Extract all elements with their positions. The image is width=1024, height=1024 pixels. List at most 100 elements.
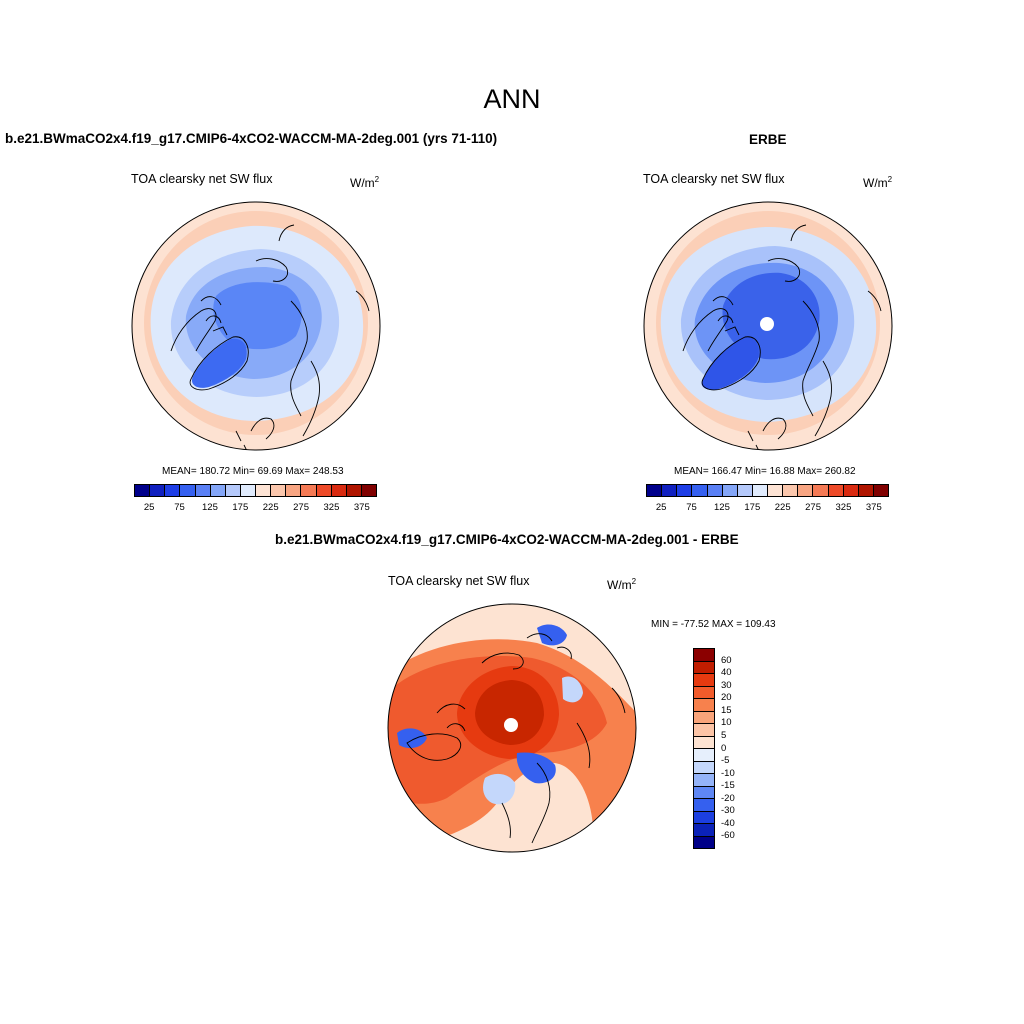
diff-colorbar-tick-label: 0	[721, 742, 727, 754]
diff-colorbar-tick-label: -20	[721, 792, 735, 804]
model-colorbar-cell	[240, 485, 256, 496]
diff-colorbar	[693, 648, 715, 849]
diff-coastlines	[406, 633, 626, 844]
model-units-label: W/m2	[350, 175, 380, 190]
diff-colorbar-tick-label: -30	[721, 805, 735, 817]
diff-stats: MIN = -77.52 MAX = 109.43	[651, 619, 776, 630]
diff-colorbar-cell	[694, 824, 714, 837]
model-map-core	[213, 282, 302, 350]
model-colorbar-tick-label: 125	[202, 502, 218, 513]
obs-map-polar-gap	[760, 317, 774, 331]
diff-colorbar-cell	[694, 649, 714, 662]
model-panel-title: b.e21.BWmaCO2x4.f19_g17.CMIP6-4xCO2-WACC…	[5, 131, 498, 146]
obs-map-border	[643, 201, 893, 451]
model-colorbar-tick-label: 25	[143, 502, 155, 513]
obs-stats: MEAN= 166.47 Min= 16.88 Max= 260.82	[674, 466, 856, 477]
model-colorbar-cell	[135, 485, 151, 496]
diff-map-border	[387, 603, 637, 853]
model-colorbar-cell	[180, 485, 196, 496]
diff-units-label: W/m2	[607, 577, 637, 592]
obs-colorbar-cell	[707, 485, 723, 496]
diff-polar-map	[387, 603, 637, 853]
diff-colorbar-tick-label: 30	[721, 679, 732, 691]
diff-map-lightblue-patch-east	[562, 676, 583, 703]
diff-colorbar-tick-label: 10	[721, 717, 732, 729]
obs-colorbar-cell	[798, 485, 814, 496]
obs-colorbar-cell	[722, 485, 738, 496]
model-colorbar-cell	[210, 485, 226, 496]
obs-coastlines	[682, 224, 882, 450]
model-colorbar-tick-label: 175	[232, 502, 249, 513]
obs-colorbar-cell	[858, 485, 874, 496]
diff-colorbar-tick-label: 60	[721, 654, 732, 666]
model-colorbar-cell	[195, 485, 211, 496]
model-polar-map	[131, 201, 381, 451]
obs-colorbar-cell	[737, 485, 753, 496]
model-colorbar	[134, 484, 377, 497]
model-colorbar-cell	[256, 485, 272, 496]
diff-map-lightblue-patch	[483, 773, 516, 805]
model-colorbar-cell	[361, 485, 376, 496]
diff-variable-label: TOA clearsky net SW flux	[388, 574, 530, 588]
diff-colorbar-cell	[694, 761, 714, 774]
model-colorbar-cell	[331, 485, 347, 496]
model-coastlines	[170, 224, 370, 450]
obs-colorbar-ticks: 25 75 125 175 225 275 325 375	[646, 502, 889, 514]
diff-colorbar-tick-label: 40	[721, 667, 732, 679]
model-colorbar-cell	[301, 485, 317, 496]
diff-colorbar-cell	[694, 686, 714, 699]
obs-colorbar-cell	[662, 485, 678, 496]
model-stats: MEAN= 180.72 Min= 69.69 Max= 248.53	[162, 466, 344, 477]
diff-colorbar-cell	[694, 699, 714, 712]
diff-colorbar-tick-label: 15	[721, 704, 732, 716]
model-colorbar-cell	[225, 485, 241, 496]
model-colorbar-cell	[316, 485, 332, 496]
obs-units-label: W/m2	[863, 175, 893, 190]
diff-colorbar-cell	[694, 786, 714, 799]
diff-colorbar-cell	[694, 749, 714, 762]
model-colorbar-tick-label: 275	[293, 502, 309, 513]
obs-colorbar-cell	[783, 485, 799, 496]
obs-variable-label: TOA clearsky net SW flux	[643, 172, 785, 186]
obs-colorbar-cell	[843, 485, 859, 496]
obs-colorbar-cell	[647, 485, 663, 496]
diff-colorbar-cell	[694, 674, 714, 687]
obs-colorbar-cell	[677, 485, 693, 496]
diff-panel-title: b.e21.BWmaCO2x4.f19_g17.CMIP6-4xCO2-WACC…	[275, 532, 739, 547]
obs-colorbar-tick-label: 375	[865, 502, 882, 513]
model-variable-label: TOA clearsky net SW flux	[131, 172, 273, 186]
model-colorbar-tick-label: 75	[174, 502, 185, 513]
diff-colorbar-cell	[694, 799, 714, 812]
obs-colorbar	[646, 484, 889, 497]
diff-colorbar-tick-label: -15	[721, 780, 735, 792]
obs-colorbar-cell	[828, 485, 844, 496]
diff-map-core	[475, 680, 544, 745]
diff-colorbar-cell	[694, 836, 714, 848]
diff-map-blue-patch-west	[397, 728, 427, 749]
model-colorbar-cell	[271, 485, 287, 496]
diff-colorbar-cell	[694, 711, 714, 724]
obs-colorbar-tick-label: 275	[805, 502, 821, 513]
obs-colorbar-tick-label: 225	[774, 502, 791, 513]
model-colorbar-cell	[286, 485, 302, 496]
model-map-border	[131, 201, 381, 451]
diff-colorbar-cell	[694, 724, 714, 737]
model-colorbar-cell	[165, 485, 181, 496]
diff-colorbar-cell	[694, 811, 714, 824]
figure-title: ANN	[483, 84, 541, 114]
model-colorbar-tick-label: 375	[353, 502, 370, 513]
diff-colorbar-cell	[694, 661, 714, 674]
diff-colorbar-tick-label: -5	[721, 755, 730, 767]
diff-colorbar-cell	[694, 736, 714, 749]
obs-colorbar-tick-label: 25	[655, 502, 667, 513]
model-colorbar-tick-label: 325	[323, 502, 340, 513]
diff-colorbar-tick-label: -10	[721, 767, 735, 779]
obs-colorbar-cell	[692, 485, 708, 496]
model-colorbar-cell	[150, 485, 166, 496]
obs-colorbar-tick-label: 325	[835, 502, 852, 513]
obs-colorbar-cell	[768, 485, 784, 496]
model-map-greenland	[191, 338, 247, 388]
obs-panel-title: ERBE	[749, 132, 787, 147]
obs-colorbar-tick-label: 175	[744, 502, 761, 513]
obs-map-greenland	[701, 336, 759, 390]
